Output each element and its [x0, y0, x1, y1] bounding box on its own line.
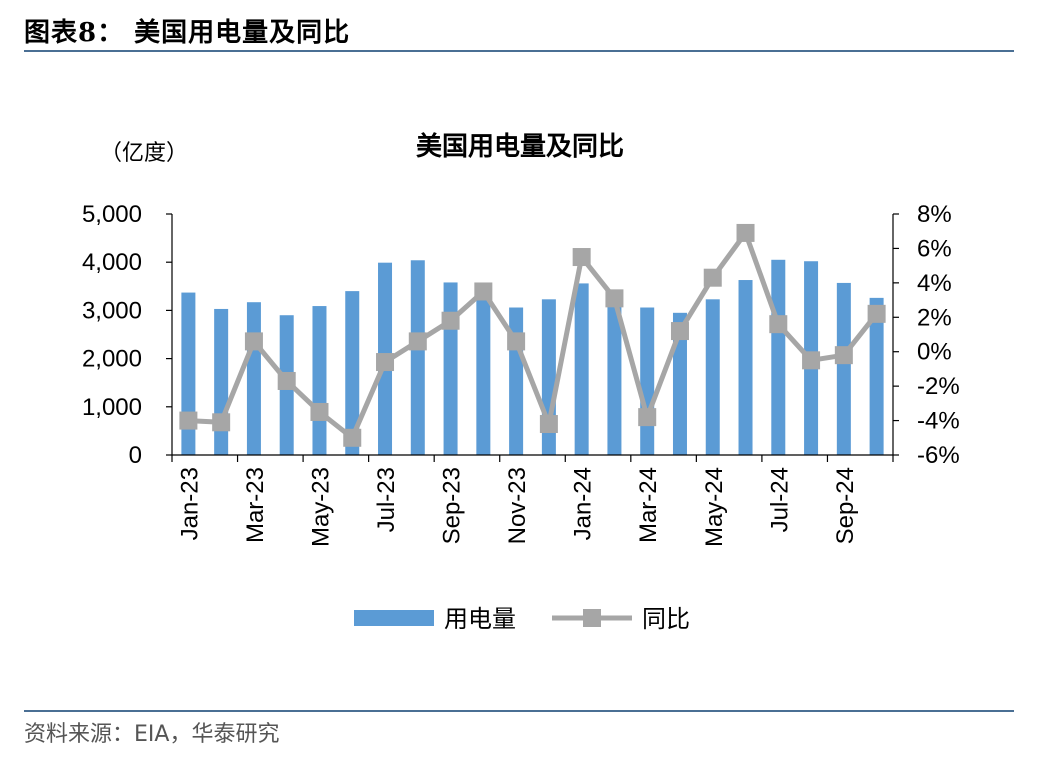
y-right-tick-label: 6%: [917, 235, 952, 262]
source-note: 资料来源：EIA，华泰研究: [24, 722, 280, 747]
bar-Jan-24: [574, 283, 589, 455]
yoy-marker-Sep-23: [441, 311, 460, 330]
yoy-marker-Oct-24: [867, 304, 886, 323]
figure-title: 图表8： 美国用电量及同比: [24, 18, 351, 48]
bar-May-24: [705, 299, 720, 455]
bar-Jun-23: [345, 291, 360, 455]
bar-Mar-23: [246, 302, 261, 455]
y-right-tick-label: -6%: [917, 442, 960, 469]
x-tick-label: Mar-24: [635, 467, 662, 543]
y-left-tick-label: 1,000: [82, 394, 142, 421]
x-tick-label: Nov-23: [504, 467, 531, 544]
x-tick-label: Jul-24: [766, 467, 793, 532]
x-tick-label: May-24: [701, 467, 728, 547]
yoy-marker-Apr-23: [277, 371, 296, 390]
yoy-marker-Nov-23: [507, 332, 526, 351]
y-right-tick-label: 8%: [917, 201, 952, 228]
y-left-tick-label: 3,000: [82, 297, 142, 324]
bar-Aug-23: [410, 260, 425, 455]
legend-swatch-marker: [583, 609, 601, 627]
figure-header: 图表8： 美国用电量及同比: [24, 10, 1014, 52]
legend-swatch-bar: [354, 610, 434, 626]
unit-label: （亿度）: [100, 141, 188, 166]
bar-Oct-23: [476, 298, 491, 455]
y-left-tick-label: 2,000: [82, 346, 142, 373]
bar-Sep-24: [836, 282, 851, 455]
bar-May-23: [312, 306, 327, 455]
x-tick-label: Sep-23: [439, 467, 466, 544]
chart-title: 美国用电量及同比: [416, 131, 624, 162]
x-tick-label: Mar-23: [242, 467, 269, 543]
yoy-marker-Mar-23: [244, 332, 263, 351]
bar-Jul-24: [771, 259, 786, 455]
yoy-marker-Dec-23: [539, 415, 558, 434]
yoy-marker-Sep-24: [834, 346, 853, 365]
bar-Oct-24: [869, 297, 884, 455]
y-right-tick-label: 0%: [917, 339, 952, 366]
bar-Feb-24: [607, 300, 622, 455]
yoy-marker-May-24: [703, 268, 722, 287]
x-tick-label: Sep-24: [832, 467, 859, 544]
bar-Sep-23: [443, 282, 458, 455]
y-right-tick-label: -4%: [917, 408, 960, 435]
yoy-marker-Jun-23: [343, 428, 362, 447]
x-tick-label: Jan-24: [570, 467, 597, 540]
yoy-marker-Feb-24: [605, 289, 624, 308]
y-right-tick-label: 2%: [917, 304, 952, 331]
yoy-marker-Apr-24: [670, 322, 689, 341]
yoy-marker-Oct-23: [474, 282, 493, 301]
yoy-marker-Jul-24: [769, 315, 788, 334]
bar-Jun-24: [738, 280, 753, 455]
y-left-tick-label: 5,000: [82, 201, 142, 228]
yoy-marker-Aug-24: [802, 351, 821, 370]
y-left-tick-label: 0: [129, 442, 142, 469]
x-tick-label: May-23: [307, 467, 334, 547]
yoy-marker-Feb-23: [212, 413, 231, 432]
yoy-marker-Jan-24: [572, 248, 591, 267]
yoy-marker-Jan-23: [179, 411, 198, 430]
x-tick-label: Jan-23: [176, 467, 203, 540]
y-right-tick-label: -2%: [917, 373, 960, 400]
y-right-tick-label: 4%: [917, 270, 952, 297]
bar-Apr-24: [672, 312, 687, 455]
yoy-marker-May-23: [310, 402, 329, 421]
yoy-marker-Aug-23: [408, 332, 427, 351]
yoy-marker-Mar-24: [638, 408, 657, 427]
footer-divider: [24, 710, 1014, 712]
bar-Feb-23: [214, 308, 229, 455]
yoy-marker-Jul-23: [376, 353, 395, 372]
yoy-marker-Jun-24: [736, 223, 755, 242]
bar-Mar-24: [640, 307, 655, 455]
yoy-line: [188, 230, 879, 441]
bar-Jan-23: [181, 292, 196, 455]
x-tick-label: Jul-23: [373, 467, 400, 532]
y-left-tick-label: 4,000: [82, 249, 142, 276]
legend-label-line: 同比: [642, 605, 690, 633]
legend-label-bar: 用电量: [444, 605, 516, 633]
